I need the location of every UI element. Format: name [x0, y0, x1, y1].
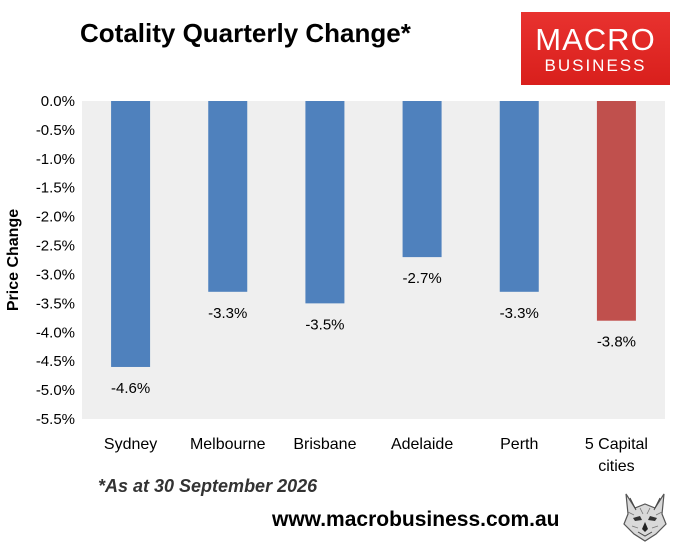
- data-label: -4.6%: [111, 380, 150, 397]
- category-label: 5 Capital: [585, 436, 648, 453]
- plot-area: [82, 101, 665, 419]
- y-tick-label: -1.0%: [36, 151, 75, 168]
- y-tick-label: -4.0%: [36, 324, 75, 341]
- footnote: *As at 30 September 2026: [98, 476, 318, 496]
- y-tick-label: -5.0%: [36, 382, 75, 399]
- bar-5-capital-cities: [596, 101, 636, 321]
- category-label: Sydney: [104, 436, 157, 453]
- y-tick-label: -2.5%: [36, 238, 75, 255]
- data-label: -3.8%: [597, 334, 636, 351]
- category-label: Brisbane: [293, 436, 356, 453]
- y-tick-label: -4.5%: [36, 353, 75, 370]
- category-label: Melbourne: [190, 436, 266, 453]
- bars: [111, 101, 636, 367]
- y-axis-label: Price Change: [5, 209, 22, 311]
- macrobusiness-logo: MACRO BUSINESS: [521, 12, 670, 85]
- logo-line-macro: MACRO: [535, 22, 656, 57]
- wolf-icon: [618, 488, 672, 544]
- chart-title: Cotality Quarterly Change*: [80, 18, 411, 48]
- data-label: -3.3%: [208, 305, 247, 322]
- logo-line-business: BUSINESS: [544, 56, 647, 75]
- y-tick-label: -0.5%: [36, 122, 75, 139]
- bar-sydney: [111, 101, 151, 367]
- y-axis-ticks: 0.0% -0.5% -1.0% -1.5% -2.0% -2.5% -3.0% -3.5% -…: [36, 93, 75, 428]
- y-tick-label: -5.5%: [36, 411, 75, 428]
- bar-brisbane: [305, 101, 345, 304]
- data-labels: -4.6% -3.3% -3.5% -2.7% -3.3% -3.8%: [111, 270, 636, 397]
- y-tick-label: 0.0%: [41, 93, 75, 110]
- data-label: -3.3%: [500, 305, 539, 322]
- bar-perth: [499, 101, 539, 292]
- y-tick-label: -2.0%: [36, 209, 75, 226]
- category-label: cities: [598, 458, 634, 475]
- data-label: -3.5%: [305, 316, 344, 333]
- category-labels: Sydney Melbourne Brisbane Adelaide Perth 5 Ca…: [104, 436, 648, 475]
- data-label: -2.7%: [402, 270, 441, 287]
- y-tick-label: -3.5%: [36, 295, 75, 312]
- category-label: Perth: [500, 436, 538, 453]
- category-label: Adelaide: [391, 436, 453, 453]
- y-tick-label: -3.0%: [36, 266, 75, 283]
- y-tick-label: -1.5%: [36, 180, 75, 197]
- bar-adelaide: [402, 101, 442, 258]
- website-url[interactable]: www.macrobusiness.com.au: [272, 508, 560, 531]
- bar-melbourne: [208, 101, 248, 292]
